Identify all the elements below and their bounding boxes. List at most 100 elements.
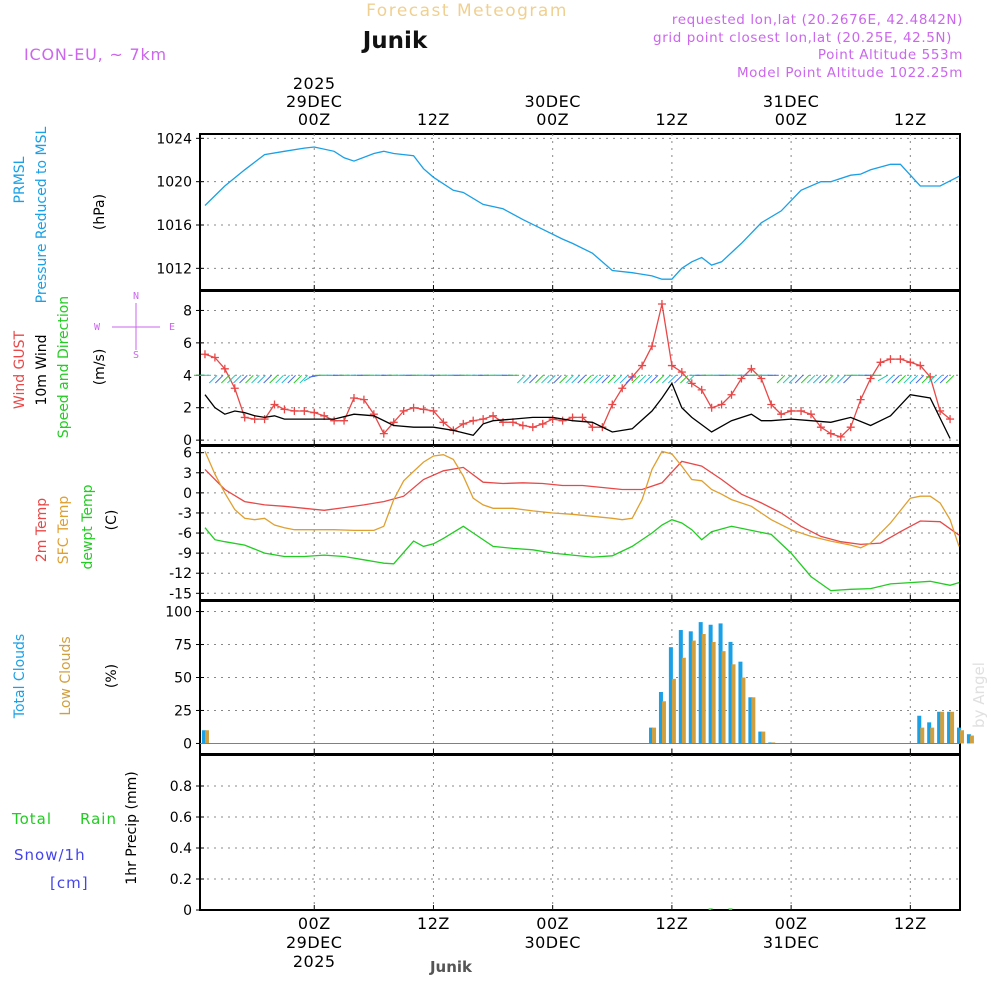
bar-clouds-0 [668, 647, 673, 744]
time-label-bottom: 12Z [655, 914, 688, 933]
watermark: by Angel [970, 662, 988, 728]
clouds-unit: (%) [104, 664, 120, 688]
bar-clouds-0 [698, 622, 703, 744]
gust-marker [717, 400, 726, 409]
wind-arrow [794, 374, 804, 384]
gust-marker [846, 423, 855, 432]
panel-precip: 0 0.2 0.4 0.6 0.8 [170, 754, 961, 919]
gust-marker [310, 408, 319, 417]
wind-arrow [637, 374, 647, 384]
bar-clouds-0 [927, 722, 932, 744]
gust-marker [290, 406, 299, 415]
panel-labels: PRMSL Pressure Reduced to MSL (hPa) Wind… [11, 126, 175, 892]
sfc-temp-label: SFC Temp [56, 496, 72, 565]
wind-arrow [782, 374, 792, 384]
grid-point-coords: grid point closest lon,lat (20.25E, 42.5… [653, 30, 952, 46]
bar-clouds-1 [691, 640, 696, 744]
requested-coords: requested lon,lat (20.2676E, 42.4842N) [672, 12, 963, 28]
wind-arrow [559, 374, 568, 384]
y-tick-label: 6 [183, 336, 192, 352]
gust-marker [469, 416, 478, 425]
bar-clouds-1 [940, 711, 945, 744]
bar-clouds-0 [738, 661, 743, 744]
gust-marker [419, 405, 428, 414]
compass-e: E [169, 322, 175, 333]
wind-arrow [275, 374, 284, 384]
gust-marker [737, 374, 746, 383]
wind-arrow [837, 374, 846, 384]
wind-arrow [613, 374, 623, 384]
point-altitude: Point Altitude 553m [818, 47, 963, 63]
series-pressure-0 [204, 146, 960, 280]
bar-clouds-1 [711, 641, 716, 744]
bar-clouds-1 [721, 651, 726, 744]
wind-arrow [601, 374, 611, 384]
bar-clouds-0 [678, 630, 683, 744]
y-tick-label: 2 [183, 401, 192, 417]
wind-arrow [831, 374, 840, 384]
gust-marker [230, 384, 239, 393]
series-wind-1 [204, 382, 951, 439]
precip-label: 1hr Precip (mm) [124, 771, 140, 884]
gust-marker [727, 390, 736, 399]
wind-arrow [281, 374, 290, 384]
time-label-bottom: 00Z [775, 914, 808, 933]
rain-label: Rain [80, 810, 117, 828]
pressure-unit: (hPa) [92, 194, 108, 230]
gust-label: Wind GUST [12, 330, 28, 409]
series-temperature-2 [204, 518, 960, 592]
wind-arrow [233, 374, 242, 384]
y-tick-label: 1012 [156, 261, 192, 277]
snow-unit: [cm] [50, 874, 89, 892]
snow-label: Snow/1h [14, 846, 86, 864]
gust-marker [886, 355, 895, 364]
wind-arrow [933, 374, 943, 384]
wind-arrow [535, 374, 544, 384]
wind-arrow [523, 374, 532, 384]
wind-arrow [269, 374, 278, 384]
bar-clouds-1 [661, 701, 666, 744]
time-label-bottom: 31DEC [763, 933, 819, 952]
y-tick-label: 100 [165, 605, 192, 621]
gust-marker [936, 406, 945, 415]
gust-marker [270, 400, 279, 409]
y-tick-label: 3 [183, 466, 192, 482]
time-label-top: 30DEC [524, 92, 580, 111]
time-label-top: 29DEC [286, 92, 342, 111]
gust-marker [856, 395, 865, 404]
panel-clouds: 0 25 50 75 100 [165, 600, 974, 755]
location-title: Junik [361, 28, 428, 54]
gust-marker [200, 350, 209, 359]
gust-marker [210, 353, 219, 362]
gust-marker [777, 410, 786, 419]
gust-marker [608, 400, 617, 409]
panel-pressure: 1012 1016 1020 1024 [156, 131, 961, 291]
wind-label: 10m Wind [34, 334, 50, 405]
series-wind-0 [204, 303, 951, 438]
wind-arrow [655, 374, 665, 384]
gust-marker [747, 364, 756, 373]
gust-marker [946, 415, 955, 424]
wind-arrow [625, 374, 635, 384]
time-label-top: 00Z [298, 110, 331, 129]
bar-clouds-1 [960, 730, 964, 744]
panel-temperature: -15 -12 -9 -6 -3 0 3 6 [169, 445, 961, 602]
y-tick-label: 4 [183, 368, 192, 384]
wind-arrow [843, 374, 852, 384]
time-label-top: 00Z [536, 110, 569, 129]
y-tick-label: 1020 [156, 175, 192, 191]
wind-arrow [921, 374, 931, 384]
wind-arrow [547, 374, 556, 384]
gust-marker [588, 423, 597, 432]
wind-arrow [891, 374, 900, 384]
bar-clouds-1 [920, 727, 925, 744]
gust-marker [687, 379, 696, 388]
wind-arrow [571, 374, 580, 384]
compass-n: N [133, 291, 139, 302]
wind-unit: (m/s) [92, 349, 108, 386]
pressure-label-2: Pressure Reduced to MSL [34, 126, 50, 303]
wind-arrow [595, 374, 604, 384]
wind-arrow [686, 374, 695, 384]
y-tick-label: -15 [169, 586, 192, 602]
gust-marker [260, 415, 269, 424]
